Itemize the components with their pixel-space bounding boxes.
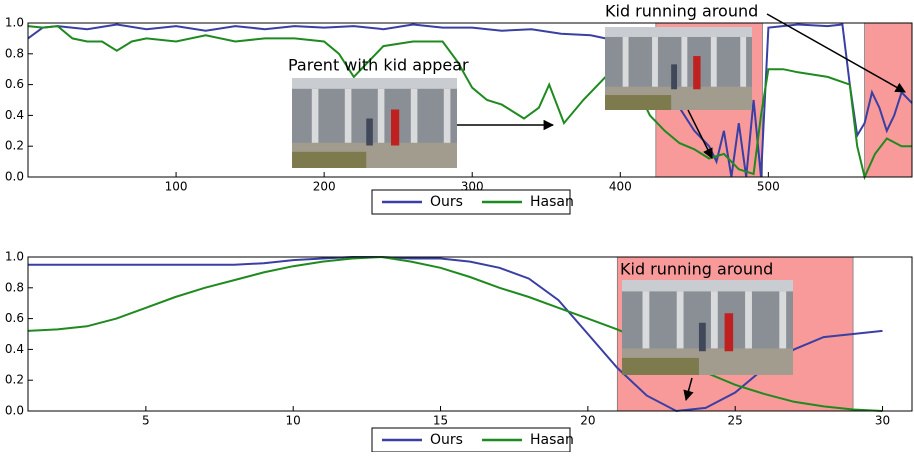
photo-pillar	[681, 37, 687, 87]
photo-person	[391, 110, 399, 146]
photo-roof	[292, 78, 457, 89]
y-tick-label: 0.2	[5, 139, 24, 153]
photo-person	[699, 323, 706, 352]
x-tick-label: 200	[313, 180, 336, 194]
plot-area	[28, 23, 912, 177]
photo-pillar	[312, 89, 319, 143]
legend-label: Ours	[430, 432, 463, 448]
y-tick-label: 0.6	[5, 311, 24, 325]
photo-roof	[622, 280, 793, 291]
x-tick-label: 15	[433, 414, 448, 428]
photo-person	[693, 56, 700, 89]
photo-person	[366, 119, 373, 146]
photo-pillar	[677, 291, 684, 348]
photo-grass	[292, 152, 366, 168]
x-tick-label: 400	[609, 180, 632, 194]
photo-pillar	[444, 89, 451, 143]
y-tick-label: 0.6	[5, 77, 24, 91]
y-tick-label: 0.0	[5, 170, 24, 184]
y-tick-label: 0.8	[5, 46, 24, 60]
chart: Parent with kid appear Kid running around…	[0, 0, 914, 452]
photo-pillar	[745, 291, 752, 348]
photo-roof	[605, 27, 752, 37]
highlight-region	[865, 23, 912, 177]
photo-pillar	[643, 291, 650, 348]
x-tick-label: 10	[286, 414, 301, 428]
y-tick-label: 0.0	[5, 404, 24, 418]
legend-label: Hasan	[530, 194, 574, 210]
photo-pillar	[411, 89, 418, 143]
legend-label: Hasan	[530, 432, 574, 448]
x-tick-label: 25	[728, 414, 743, 428]
y-tick-label: 1.0	[5, 16, 24, 30]
y-tick-label: 0.2	[5, 373, 24, 387]
x-tick-label: 500	[757, 180, 780, 194]
y-tick-label: 1.0	[5, 250, 24, 264]
photo-person	[671, 64, 677, 89]
annotation: Kid running around	[605, 2, 758, 21]
y-tick-label: 0.8	[5, 280, 24, 294]
photo-pillar	[711, 37, 717, 87]
photo-pillar	[623, 37, 629, 87]
photo-person	[725, 313, 734, 351]
photo-grass	[605, 95, 671, 110]
photo-pillar	[711, 291, 718, 348]
legend-label: Ours	[430, 194, 463, 210]
x-tick-label: 20	[580, 414, 595, 428]
y-tick-label: 0.4	[5, 108, 24, 122]
photo-pillar	[652, 37, 658, 87]
photo-pillar	[740, 37, 746, 87]
page: Parent with kid appear Kid running around…	[0, 0, 914, 456]
photo-pillar	[779, 291, 786, 348]
y-tick-label: 0.4	[5, 342, 24, 356]
annotation: Kid running around	[620, 260, 773, 279]
photo-pillar	[345, 89, 352, 143]
photo-grass	[622, 358, 699, 375]
annotation: Parent with kid appear	[288, 56, 469, 75]
x-tick-label: 5	[142, 414, 150, 428]
photo-pillar	[378, 89, 385, 143]
x-tick-label: 100	[165, 180, 188, 194]
x-tick-label: 30	[875, 414, 890, 428]
